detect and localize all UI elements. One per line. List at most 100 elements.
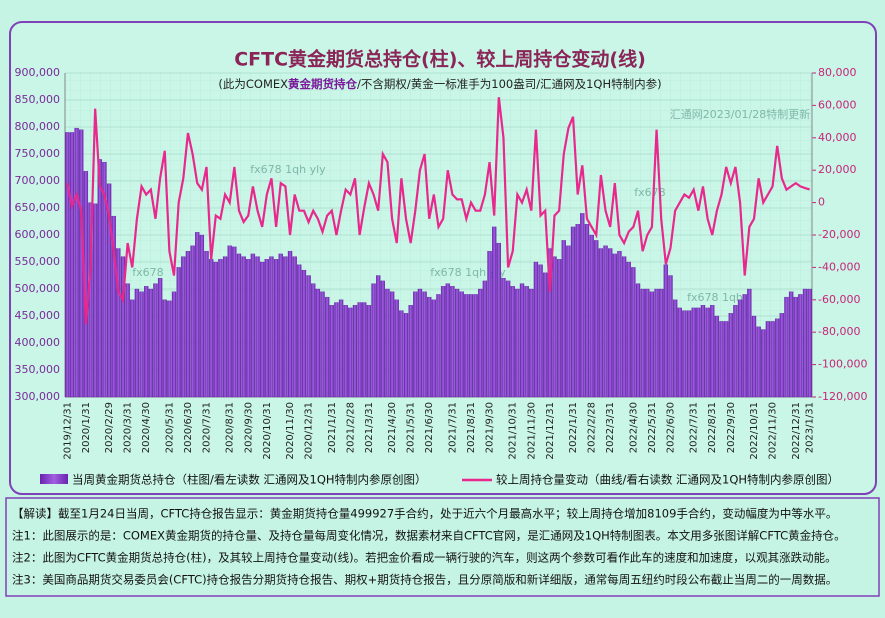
y-tick-label: 350,000 (15, 363, 61, 376)
x-tick-label: 2020/1/31 (81, 402, 92, 453)
bar (320, 291, 325, 398)
bar (422, 291, 427, 398)
bar (92, 203, 98, 398)
bar (292, 256, 297, 398)
bar (654, 288, 659, 398)
bar (343, 305, 348, 398)
bar (366, 305, 372, 398)
x-tick-label: 2021/4/30 (387, 402, 398, 453)
x-tick-label: 2021/2/28 (345, 402, 356, 453)
bar (765, 321, 771, 398)
bar (691, 307, 696, 398)
bar (403, 313, 409, 398)
bar (464, 294, 469, 398)
bar (445, 283, 450, 398)
bar (663, 264, 669, 398)
bar (301, 269, 307, 398)
y2-tick-label: -100,000 (818, 358, 867, 371)
x-tick-label: 2021/10/31 (508, 402, 519, 460)
bar (659, 288, 664, 398)
bar (413, 291, 418, 398)
bar (761, 329, 766, 398)
bar (116, 248, 121, 398)
bar (232, 246, 237, 398)
bar (130, 299, 135, 398)
bar (589, 234, 594, 398)
bar (153, 283, 158, 398)
bar (756, 326, 761, 398)
bar (65, 132, 70, 398)
bar (102, 161, 107, 398)
x-tick-label: 2020/9/30 (243, 402, 254, 453)
bar (454, 288, 460, 398)
bar (399, 310, 404, 398)
y-tick-label: 650,000 (15, 201, 61, 214)
y-tick-label: 500,000 (15, 282, 61, 295)
bar (626, 261, 631, 398)
x-tick-label: 2020/8/31 (225, 402, 236, 453)
bar (199, 234, 205, 398)
y2-tick-label: 0 (818, 196, 825, 209)
bar (798, 294, 803, 398)
x-tick-label: 2021/12/31 (545, 402, 556, 460)
line (66, 97, 811, 325)
bar (478, 288, 483, 398)
y2-tick-label: 80,000 (818, 66, 857, 79)
x-tick-label: 2022/5/31 (647, 402, 658, 453)
bar (492, 226, 497, 398)
x-tick-label: 2020/12/31 (304, 402, 315, 460)
bar (74, 127, 79, 398)
bar (287, 251, 293, 398)
bar (566, 245, 571, 398)
bar (208, 259, 214, 398)
y-tick-label: 450,000 (15, 309, 61, 322)
bar (584, 224, 590, 398)
bar (389, 291, 395, 398)
bar (394, 299, 399, 398)
bar (190, 245, 195, 398)
bar (533, 261, 539, 398)
bar (376, 275, 381, 398)
bar (770, 321, 775, 398)
y2-tick-label: -60,000 (818, 293, 860, 306)
x-tick-label: 2020/2/29 (104, 402, 115, 453)
bar (793, 296, 798, 398)
x-tick-label: 2020/4/30 (141, 402, 152, 453)
x-tick-label: 2020/5/31 (164, 402, 175, 453)
y-tick-label: 550,000 (15, 255, 61, 268)
bar (236, 253, 242, 398)
bar (329, 305, 334, 398)
x-tick-label: 2023/1/31 (805, 402, 816, 453)
plot: 300,000 350,000 400,000 450,000 500,000 550,0… (15, 66, 868, 487)
bar (543, 272, 548, 398)
bar (723, 321, 729, 398)
bar (719, 321, 724, 398)
y2-tick-label: 60,000 (818, 98, 857, 111)
bar (737, 299, 743, 398)
bar (552, 256, 557, 398)
x-tick-label: 2021/7/31 (447, 402, 458, 453)
bar (705, 307, 710, 398)
bar (334, 302, 339, 398)
x-tick-label: 2022/10/31 (749, 402, 760, 460)
x-tick-label: 2021/8/31 (466, 402, 477, 453)
bar (649, 291, 655, 398)
note: 注2：此图为CFTC黄金期货总持仓(柱)，及其较上周持仓量变动(线)。若把金价看… (12, 551, 837, 565)
y2-tick-label: -120,000 (818, 390, 867, 403)
bar (278, 253, 283, 398)
bar (120, 256, 126, 398)
legend-label: 较上周持仓量变动（曲线/看右读数 汇通网及1QH特制内参原创图） (496, 473, 839, 487)
bar (524, 286, 529, 398)
bar (751, 315, 757, 398)
bar (97, 159, 102, 398)
bar (269, 256, 274, 398)
watermark: fx678 (132, 266, 163, 279)
bar (575, 224, 580, 398)
bar (357, 302, 362, 398)
chart-subtitle: (此为COMEX黄金期货持仓/不含期权/黄金一标准手为100盎司/汇通网及1QH… (218, 77, 661, 91)
y-tick-label: 850,000 (15, 93, 61, 106)
bar (185, 251, 191, 398)
y-tick-label: 400,000 (15, 336, 61, 349)
bar (459, 291, 464, 398)
